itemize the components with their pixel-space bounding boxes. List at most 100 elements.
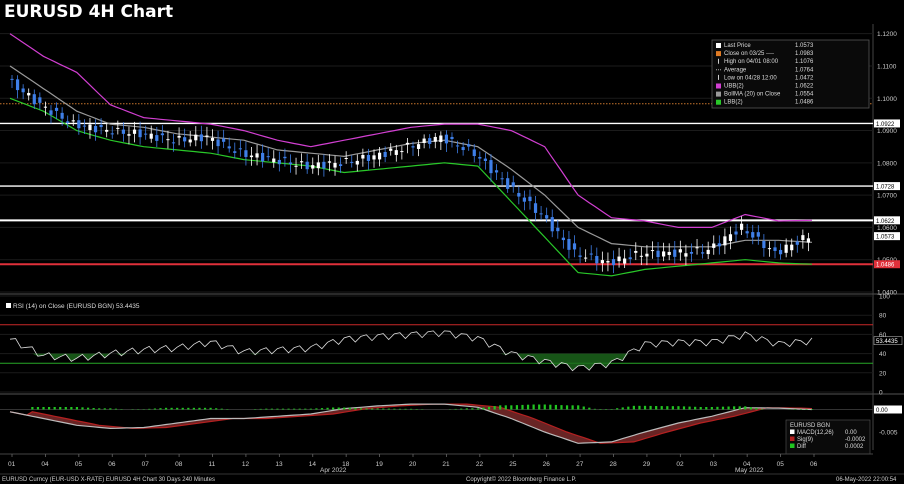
candle-body [238,148,242,150]
price-tag-label: 1.0573 [876,235,895,241]
macd-histogram-bar [716,406,719,410]
candle-body [606,261,610,263]
macd-histogram-bar [265,408,268,410]
macd-histogram-bar [315,408,318,410]
macd-histogram-bar [259,408,262,410]
macd-histogram-bar [92,408,95,410]
candle-body [222,138,226,142]
candle-body [795,241,799,245]
macd-histogram-bar [42,407,45,410]
macd-histogram-bar [181,407,184,410]
macd-histogram-bar [287,408,290,410]
x-tick-label: 08 [175,461,183,468]
candle-body [82,125,87,127]
candle-body [506,178,510,189]
price-tick-label: 1.1000 [877,96,897,103]
x-tick-label: 06 [108,461,116,468]
candle-body [739,223,744,230]
macd-histogram-bar [727,406,730,410]
x-tick-label: 03 [710,461,718,468]
macd-histogram-bar [376,408,379,410]
macd-histogram-bar [86,407,90,410]
candle-body [600,260,604,264]
x-tick-label: 22 [476,461,484,468]
candle-body [411,146,415,148]
candle-body [377,152,382,160]
candle-body [338,164,343,167]
candle-body [773,247,777,251]
candle-body [806,238,811,243]
candle-body [628,257,632,260]
x-tick-label: 21 [442,461,450,468]
candle-body [389,148,393,151]
candle-body [15,79,20,91]
candle-body [350,161,354,163]
legend-label: Low on 04/28 12:00 [724,75,777,81]
macd-legend-marker [790,436,795,441]
macd-histogram-bar [47,407,51,410]
macd-histogram-bar [75,407,79,410]
macd-histogram-bar [365,408,368,410]
candle-body [550,217,554,232]
macd-histogram-bar [805,409,808,410]
macd-histogram-bar [164,407,168,410]
macd-histogram-bar [476,408,480,410]
price-tick-label: 1.0900 [877,128,897,135]
macd-histogram-bar [482,407,485,410]
macd-histogram-bar [337,407,340,410]
candle-body [533,203,538,213]
price-tag-label: 1.0622 [876,219,895,225]
macd-histogram-bar [677,406,680,410]
macd-histogram-bar [504,405,507,410]
candle-body [288,162,293,165]
macd-histogram-bar [521,404,524,410]
legend-label: High on 04/01 08:00 [724,59,779,65]
price-tag-label: 1.0486 [876,263,895,269]
candle-body [478,156,482,159]
candle-body [734,231,738,235]
candle-body [712,243,716,248]
candle-body [316,162,320,169]
macd-histogram-bar [543,404,546,410]
candle-body [767,248,772,250]
candle-body [277,159,281,165]
candle-body [99,124,103,128]
candle-body [717,243,721,247]
macd-histogram-bar [270,408,273,410]
candle-body [639,255,643,257]
macd-histogram-bar [53,407,56,410]
macd-histogram-bar [215,408,218,410]
candle-body [205,135,209,137]
macd-histogram-bar [526,404,530,410]
macd-legend-value: 0.0002 [845,444,864,450]
price-tick-label: 1.0800 [877,160,897,167]
legend-value: 1.0622 [795,84,814,90]
candle-body [361,154,365,159]
macd-histogram-bar [343,407,346,410]
candle-body [372,155,376,160]
legend-marker [716,43,721,48]
legend-value: 1.1076 [795,59,814,65]
legend-value: 1.0573 [795,43,814,49]
macd-histogram-bar [203,407,207,410]
candle-body [66,121,70,123]
macd-histogram-bar [694,406,697,410]
candle-body [54,107,59,111]
candle-body [528,196,532,202]
candle-body [517,192,521,197]
candle-body [650,250,655,252]
macd-histogram-bar [721,406,725,410]
macd-histogram-bar [744,406,747,410]
candle-body [366,154,371,161]
candle-body [522,197,526,202]
macd-histogram-bar [159,408,162,410]
candle-body [756,232,760,237]
candle-body [216,139,220,147]
macd-histogram-bar [64,407,67,410]
macd-histogram-bar [31,407,34,410]
macd-line [9,403,813,444]
macd-histogram-bar [560,405,563,410]
candle-body [266,156,270,158]
candle-body [233,151,237,153]
candle-body [199,134,203,142]
